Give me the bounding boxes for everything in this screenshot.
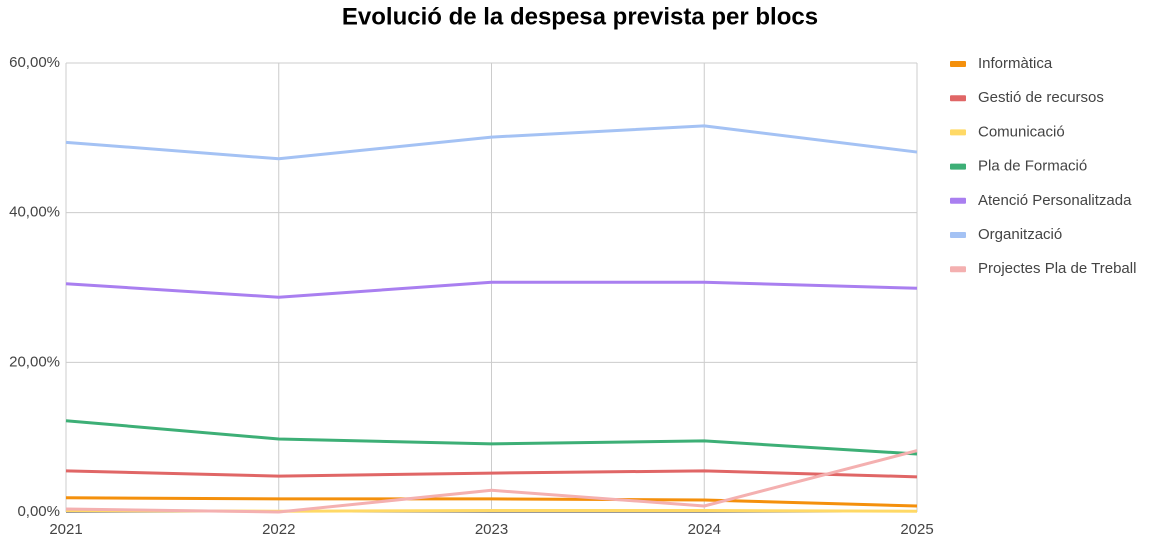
legend-swatch bbox=[950, 163, 966, 170]
legend-swatch bbox=[950, 61, 966, 67]
series-line bbox=[65, 419, 918, 456]
x-tick-label: 2021 bbox=[49, 521, 82, 538]
x-tick-label: 2025 bbox=[900, 521, 933, 538]
legend-swatch bbox=[950, 232, 966, 238]
series-line bbox=[65, 469, 918, 479]
y-tick-label: 0,00% bbox=[17, 503, 60, 520]
legend-swatch bbox=[950, 129, 966, 136]
series-line bbox=[65, 449, 918, 514]
y-tick-label: 60,00% bbox=[9, 54, 60, 71]
legend-label: Informàtica bbox=[978, 55, 1053, 72]
legend-label: Comunicació bbox=[978, 123, 1065, 140]
series-line bbox=[65, 496, 918, 508]
chart-title: Evolució de la despesa prevista per bloc… bbox=[342, 3, 818, 30]
legend-swatch bbox=[950, 266, 966, 273]
x-tick-label: 2023 bbox=[475, 521, 508, 538]
legend-swatch bbox=[950, 95, 966, 102]
legend-label: Atenció Personalitzada bbox=[978, 192, 1132, 209]
legend-label: Organització bbox=[978, 226, 1062, 243]
legend-label: Gestió de recursos bbox=[978, 89, 1104, 106]
x-tick-label: 2024 bbox=[688, 521, 721, 538]
legend-label: Projectes Pla de Treball bbox=[978, 260, 1136, 277]
legend-label: Pla de Formació bbox=[978, 158, 1087, 175]
y-tick-label: 20,00% bbox=[9, 353, 60, 370]
legend-swatch bbox=[950, 197, 966, 204]
x-tick-label: 2022 bbox=[262, 521, 295, 538]
y-tick-label: 40,00% bbox=[9, 204, 60, 221]
series-line bbox=[65, 124, 918, 161]
series-line bbox=[65, 280, 918, 299]
